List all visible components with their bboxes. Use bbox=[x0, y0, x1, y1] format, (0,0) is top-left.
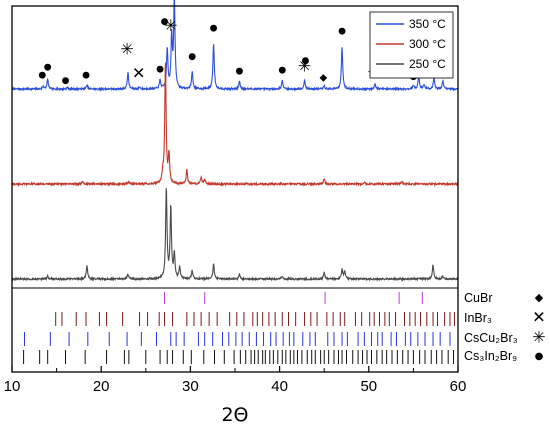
peak-marker-11: ● bbox=[188, 52, 196, 62]
legend-box bbox=[369, 11, 454, 79]
peak-marker-12: ● bbox=[210, 24, 218, 34]
ref-symbol-1: ✕ bbox=[532, 308, 545, 327]
ref-name-0: CuBr bbox=[464, 291, 492, 305]
peak-marker-0: ● bbox=[38, 70, 46, 80]
series-line-1 bbox=[11, 62, 459, 187]
series-line-0 bbox=[11, 0, 459, 92]
series-line-2 bbox=[11, 188, 459, 282]
x-axis: 10 20 30 40 50 60 bbox=[4, 366, 467, 395]
x-tick-label-0: 10 bbox=[4, 378, 21, 395]
legend-label-0: 350 °C bbox=[409, 17, 446, 31]
peak-marker-17: ◆ bbox=[319, 73, 327, 84]
ref-symbol-3: ● bbox=[535, 351, 544, 362]
ref-symbol-0: ◆ bbox=[535, 291, 544, 304]
peak-marker-5: ✕ bbox=[132, 63, 145, 82]
peak-marker-4: ✳ bbox=[120, 40, 133, 59]
peak-marker-13: ● bbox=[236, 66, 244, 76]
x-tick-label-3: 40 bbox=[271, 378, 288, 395]
x-tick-label-2: 30 bbox=[182, 378, 199, 395]
x-axis-title: 2Θ bbox=[221, 404, 248, 426]
reference-labels: CuBr ◆ InBr₃ ✕ CsCu₂Br₃ ✳ Cs₃In₂Br₉ ● bbox=[464, 291, 546, 363]
peak-marker-15: ● bbox=[302, 56, 310, 66]
peak-marker-1: ● bbox=[44, 63, 52, 73]
peak-marker-14: ● bbox=[278, 66, 286, 76]
peak-marker-16: ✳ bbox=[298, 57, 311, 76]
legend: 350 °C 300 °C 250 °C bbox=[369, 11, 454, 79]
ref-name-3: Cs₃In₂Br₉ bbox=[464, 349, 517, 363]
legend-label-2: 250 °C bbox=[409, 57, 446, 71]
peak-marker-3: ● bbox=[82, 70, 90, 80]
peak-marker-2: ● bbox=[62, 76, 70, 86]
legend-label-1: 300 °C bbox=[409, 37, 446, 51]
reference-patterns-layer bbox=[23, 292, 455, 364]
ref-name-1: InBr₃ bbox=[464, 311, 492, 325]
peak-marker-7: ● bbox=[161, 17, 169, 27]
ref-name-2: CsCu₂Br₃ bbox=[464, 331, 518, 345]
peak-marker-6: ● bbox=[156, 65, 164, 75]
ref-symbol-2: ✳ bbox=[532, 328, 545, 347]
peak-marker-18: ● bbox=[338, 27, 346, 37]
x-tick-label-5: 60 bbox=[450, 378, 467, 395]
x-tick-label-4: 50 bbox=[360, 378, 377, 395]
traces-layer bbox=[11, 0, 459, 282]
x-tick-label-1: 20 bbox=[93, 378, 110, 395]
peak-marker-8: ✳ bbox=[164, 16, 177, 35]
